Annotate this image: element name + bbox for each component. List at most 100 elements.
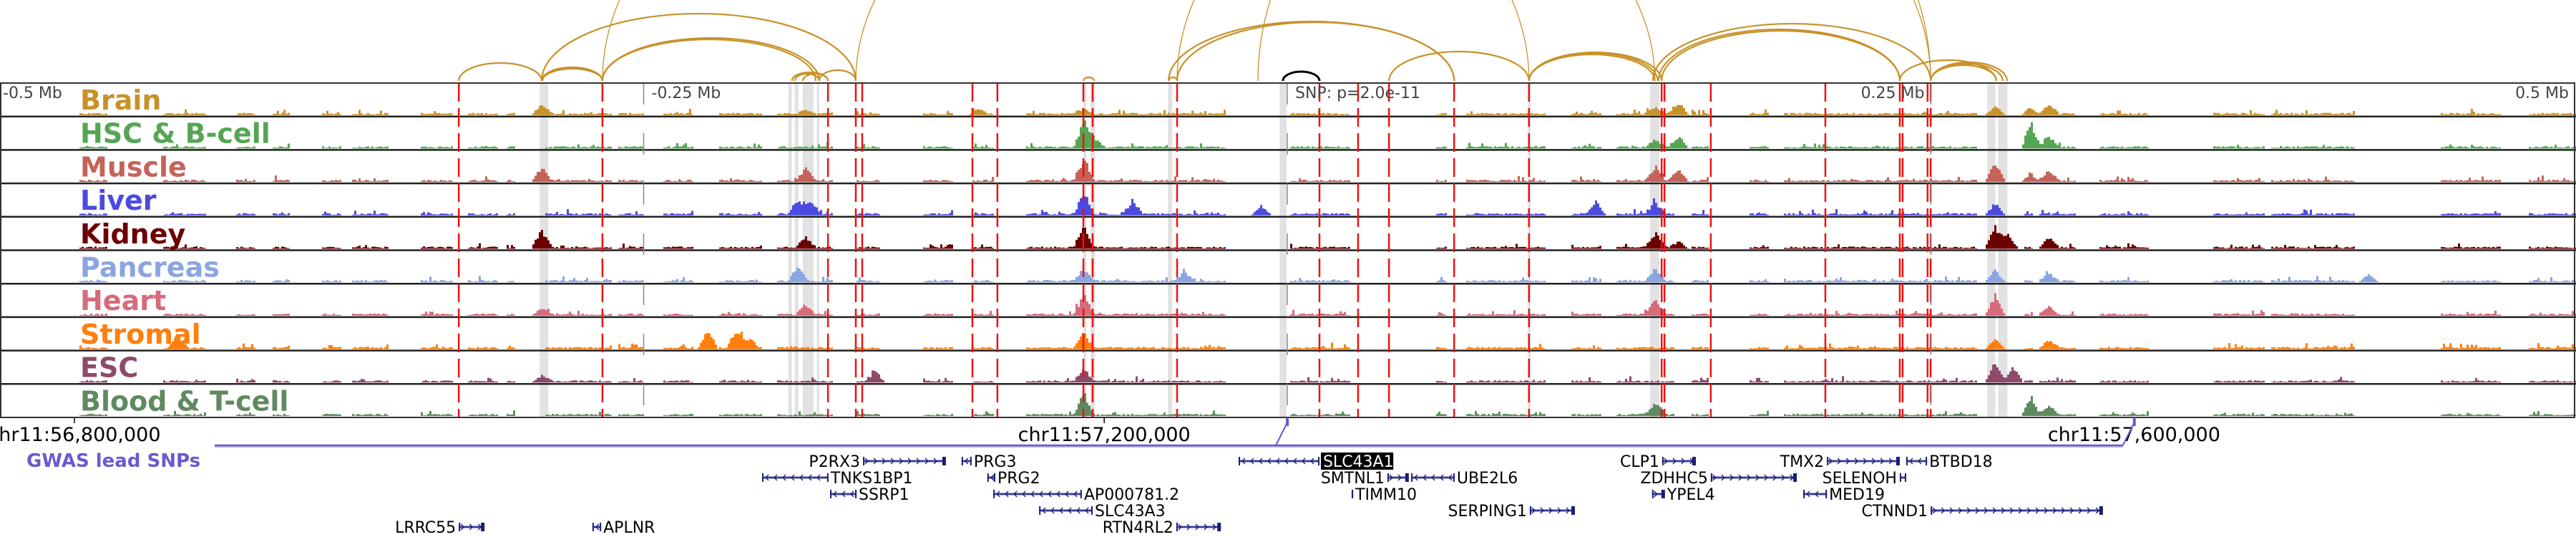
interaction-arc [1661,30,1901,82]
gene-label: SMTNL1 [1321,470,1385,488]
strand-arrow-icon [1397,474,1402,481]
gene-exon [1080,490,1082,498]
gene-ypel4: YPEL4 [1652,486,1715,504]
strand-arrow-icon [2095,507,2100,514]
strand-arrow-icon [1065,490,1069,498]
gene-exon [762,473,764,482]
gene-label: APLNR [603,519,655,537]
strand-arrow-icon [1005,490,1009,498]
gwas-connector [2122,422,2135,446]
gene-exon [592,523,594,531]
track-label: Blood & T-cell [80,385,288,417]
strand-arrow-icon [899,458,903,465]
strand-arrow-icon [595,523,600,531]
gene-exon [863,457,865,465]
track-label: HSC & B-cell [80,118,270,150]
gene-exon [1387,473,1389,482]
track-label: Pancreas [80,252,220,284]
track-label: ESC [80,352,138,384]
interaction-arcs [458,0,2009,82]
gene-exon [970,457,972,465]
strand-arrow-icon [850,490,854,498]
signal-bars [0,267,2576,283]
strand-arrow-icon [1204,523,1208,531]
strand-arrow-icon [1888,458,1893,465]
strand-arrow-icon [1259,458,1263,465]
track-label: Kidney [80,218,185,250]
gene-exon [459,523,461,531]
gwas-track-label: GWAS lead SNPs [26,450,200,472]
gene-exon [942,457,946,465]
strand-arrow-icon [924,458,929,465]
strand-arrow-icon [933,458,937,465]
gene-exon [1661,490,1665,498]
gene-label: ZDHHC5 [1640,470,1707,488]
gene-exon [993,490,995,498]
gene-label: TIMM10 [1355,486,1417,504]
gene-label: P2RX3 [809,453,860,471]
gene-rtn4rl2: RTN4RL2 [1103,519,1221,537]
strand-arrow-icon [1056,490,1060,498]
strand-arrow-icon [1073,490,1078,498]
axis-tick-label: 0.5 Mb [2515,84,2569,102]
gene-exon [1803,490,1805,498]
gene-exon [1896,457,1900,465]
strand-arrow-icon [1681,458,1685,465]
strand-arrow-icon [1909,458,1913,465]
gene-label: LRRC55 [395,519,456,537]
strand-arrow-icon [1781,474,1785,481]
snp-arc [1282,70,1321,82]
strand-arrow-icon [1178,523,1182,531]
interaction-arc [541,67,604,82]
gene-ube2l6: UBE2L6 [1411,470,1518,488]
track-label: Brain [80,84,161,116]
track-muscle [0,149,2576,183]
strand-arrow-icon [1423,474,1427,481]
interaction-arc [794,72,820,82]
interaction-arc [1168,76,1179,82]
strand-arrow-icon [1738,474,1742,481]
strand-arrow-icon [1863,458,1868,465]
strand-arrow-icon [1747,474,1751,481]
strand-arrow-icon [1729,474,1734,481]
strand-arrow-icon [1828,458,1833,465]
gene-exon [1453,473,1455,482]
interaction-arc [1168,20,1455,82]
strand-arrow-icon [1186,523,1191,531]
strand-arrow-icon [1975,507,1980,514]
interaction-arc [458,62,543,82]
strand-arrow-icon [1039,490,1043,498]
strand-arrow-icon [833,490,837,498]
strand-arrow-icon [782,474,786,481]
gene-selenoh: SELENOH [1823,470,1906,488]
strand-arrow-icon [2035,507,2040,514]
strand-arrow-icon [2044,507,2049,514]
interaction-arc [1930,64,1997,82]
signal-bars [0,105,2576,115]
strand-arrow-icon [1076,507,1080,514]
gene-slc43a3: SLC43A3 [1039,503,1166,521]
gene-clp1: CLP1 [1620,453,1697,471]
gene-med19: MED19 [1803,486,1885,504]
interaction-arc [1657,29,1901,82]
strand-arrow-icon [1448,474,1453,481]
strand-arrow-icon [1790,474,1794,481]
gene-label: PRG3 [974,453,1017,471]
track-label: Stromal [80,319,201,350]
strand-arrow-icon [1764,474,1768,481]
signal-bars [0,225,2576,249]
gene-exon [1904,473,1906,482]
gene-exon [1652,490,1654,498]
gene-exon [1091,506,1093,515]
gene-exon [1317,457,1319,465]
strand-arrow-icon [2087,507,2092,514]
strand-arrow-icon [1845,458,1850,465]
axis-ticks: -0.5 Mb -0.25 Mb SNP: p=2.0e-11 0.25 Mb 0.5 … [3,83,2569,417]
interaction-arc [801,72,829,82]
gene-prg3: PRG3 [961,453,1017,471]
gene-exon [1217,523,1221,531]
strand-arrow-icon [1932,507,1937,514]
strand-arrow-icon [1241,458,1246,465]
strand-arrow-icon [1276,458,1280,465]
